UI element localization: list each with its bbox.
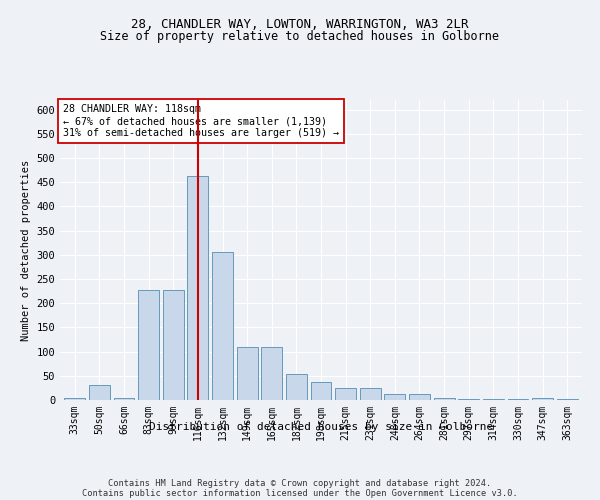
- Bar: [187, 176, 208, 400]
- Bar: [113, 398, 134, 400]
- Bar: [163, 290, 184, 400]
- Bar: [311, 382, 331, 400]
- Bar: [458, 399, 479, 400]
- Bar: [261, 347, 282, 400]
- Bar: [385, 394, 406, 400]
- Y-axis label: Number of detached properties: Number of detached properties: [21, 160, 31, 340]
- Text: Distribution of detached houses by size in Golborne: Distribution of detached houses by size …: [149, 422, 493, 432]
- Bar: [64, 398, 85, 400]
- Bar: [236, 347, 257, 400]
- Text: Size of property relative to detached houses in Golborne: Size of property relative to detached ho…: [101, 30, 499, 43]
- Text: Contains HM Land Registry data © Crown copyright and database right 2024.: Contains HM Land Registry data © Crown c…: [109, 478, 491, 488]
- Bar: [532, 398, 553, 400]
- Text: 28 CHANDLER WAY: 118sqm
← 67% of detached houses are smaller (1,139)
31% of semi: 28 CHANDLER WAY: 118sqm ← 67% of detache…: [62, 104, 338, 138]
- Bar: [508, 399, 529, 400]
- Text: Contains public sector information licensed under the Open Government Licence v3: Contains public sector information licen…: [82, 488, 518, 498]
- Bar: [212, 252, 233, 400]
- Bar: [483, 399, 504, 400]
- Bar: [335, 388, 356, 400]
- Bar: [360, 388, 381, 400]
- Bar: [89, 386, 110, 400]
- Text: 28, CHANDLER WAY, LOWTON, WARRINGTON, WA3 2LR: 28, CHANDLER WAY, LOWTON, WARRINGTON, WA…: [131, 18, 469, 30]
- Bar: [557, 398, 578, 400]
- Bar: [409, 394, 430, 400]
- Bar: [286, 374, 307, 400]
- Bar: [138, 290, 159, 400]
- Bar: [434, 398, 455, 400]
